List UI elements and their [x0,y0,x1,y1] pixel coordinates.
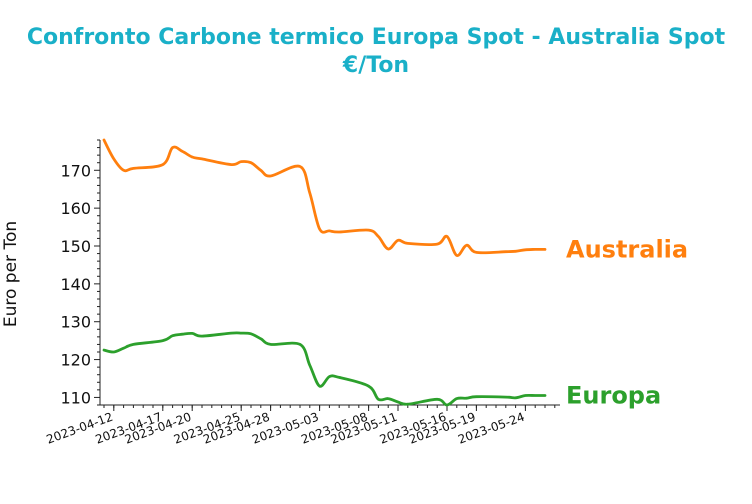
x-axis: 2023-04-122023-04-172023-04-202023-04-25… [44,404,560,447]
series-labels: Australia Europa [566,235,688,409]
y-tick-label: 110 [60,388,91,407]
y-tick-label: 130 [60,313,91,332]
y-tick-label: 150 [60,237,91,256]
y-axis: 110 120 130 140 150 160 170 [60,139,101,407]
chart-title: Confronto Carbone termico Europa Spot - … [26,25,726,50]
y-tick-label: 120 [60,351,91,370]
series-line-australia [102,138,547,257]
y-tick-label: 160 [60,199,91,218]
chart-subtitle: €/Ton [342,53,410,78]
y-tick-label: 140 [60,275,91,294]
y-axis-label: Euro per Ton [1,221,21,327]
series-label-australia: Australia [566,235,688,263]
series-lines [102,138,547,407]
series-line-europa [102,331,547,407]
series-label-europa: Europa [566,382,661,410]
y-tick-label: 170 [60,161,91,180]
